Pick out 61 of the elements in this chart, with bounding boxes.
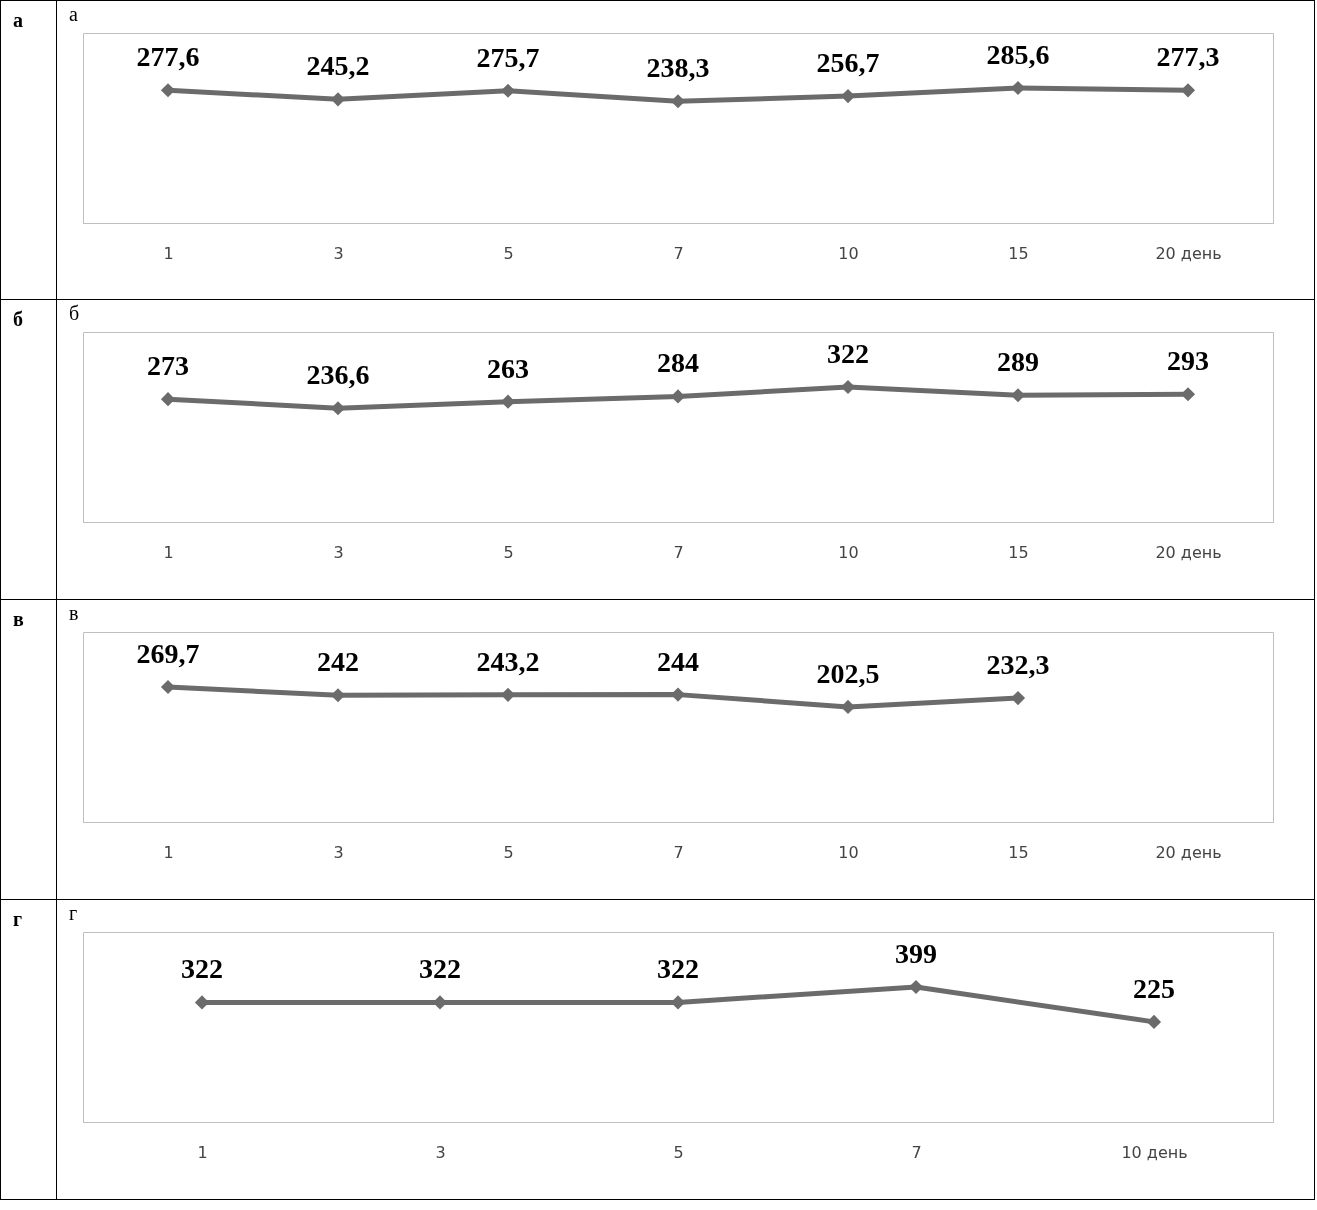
data-label: 256,7 <box>816 47 880 79</box>
data-label: 293 <box>1167 345 1209 377</box>
data-label: 284 <box>657 347 699 379</box>
data-label: 263 <box>487 352 529 384</box>
data-label: 285,6 <box>986 39 1050 70</box>
data-label: 275,7 <box>476 41 540 73</box>
x-tick-label: 10 <box>838 842 859 862</box>
data-label: 289 <box>997 346 1039 378</box>
x-tick-label: 10 день <box>1121 1142 1188 1162</box>
x-tick-label: 20 день <box>1155 542 1222 562</box>
x-tick-label: 5 <box>503 842 514 862</box>
x-tick-label: 7 <box>673 842 684 862</box>
data-label: 322 <box>181 953 223 985</box>
x-tick-label: 15 <box>1008 842 1029 862</box>
x-tick-label: 7 <box>673 542 684 562</box>
data-label: 273 <box>147 350 189 382</box>
data-label: 225 <box>1133 972 1175 1004</box>
text: г <box>13 908 24 931</box>
x-tick-label: 7 <box>673 243 684 263</box>
data-label: 269,7 <box>136 638 200 669</box>
x-tick-label: 3 <box>333 243 344 263</box>
data-label: 322 <box>827 338 869 369</box>
data-label: 277,6 <box>136 41 200 73</box>
x-tick-label: 1 <box>163 243 174 263</box>
x-tick-label: 20 день <box>1155 842 1222 862</box>
x-tick-label: 1 <box>197 1142 208 1162</box>
chart-title: б <box>69 302 80 324</box>
x-tick-label: 5 <box>673 1142 684 1162</box>
data-label: 244 <box>657 645 699 677</box>
data-label: 322 <box>419 953 461 985</box>
x-tick-label: 7 <box>911 1142 922 1162</box>
data-label: 232,3 <box>986 649 1050 681</box>
data-label: 277,3 <box>1156 41 1220 73</box>
text: а <box>13 9 24 32</box>
data-label: 238,3 <box>646 52 710 84</box>
x-tick-label: 3 <box>435 1142 446 1162</box>
text: в <box>13 608 25 631</box>
point <box>330 92 346 107</box>
data-label: 243,2 <box>476 645 540 677</box>
x-tick-label: 3 <box>333 542 344 562</box>
data-label: 322 <box>657 953 699 985</box>
chart-title: г <box>69 902 78 924</box>
point <box>670 389 686 404</box>
x-tick-label: 3 <box>333 842 344 862</box>
data-label: 202,5 <box>816 657 880 689</box>
data-label: 242 <box>317 646 359 678</box>
x-tick-label: 10 <box>838 243 859 263</box>
x-tick-label: 5 <box>503 542 514 562</box>
x-tick-label: 5 <box>503 243 514 263</box>
x-tick-label: 15 <box>1008 542 1029 562</box>
x-tick-label: 10 <box>838 542 859 562</box>
text: б <box>13 308 24 331</box>
x-tick-label: 1 <box>163 542 174 562</box>
x-tick-label: 1 <box>163 842 174 862</box>
data-label: 399 <box>895 938 937 969</box>
chart-title: а <box>69 3 78 25</box>
data-label: 236,6 <box>306 359 370 391</box>
x-tick-label: 20 день <box>1155 243 1222 263</box>
x-tick-label: 15 <box>1008 243 1029 263</box>
chart-title: в <box>69 602 79 624</box>
data-label: 245,2 <box>306 50 370 82</box>
